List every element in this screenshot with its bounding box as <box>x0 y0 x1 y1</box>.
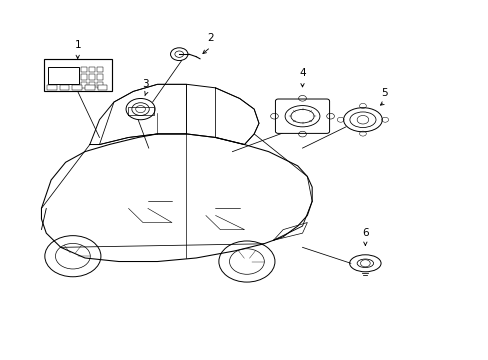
Bar <box>48 67 79 84</box>
Bar <box>44 59 111 91</box>
Text: 1: 1 <box>74 40 81 50</box>
Text: 5: 5 <box>381 88 387 98</box>
FancyBboxPatch shape <box>275 99 329 134</box>
Bar <box>81 82 87 88</box>
Bar <box>89 67 95 72</box>
Bar <box>81 75 87 80</box>
Bar <box>96 82 102 88</box>
Bar <box>89 82 95 88</box>
Bar <box>81 67 87 72</box>
Bar <box>60 85 69 90</box>
Text: 2: 2 <box>207 33 214 43</box>
Text: 3: 3 <box>142 79 149 89</box>
Bar <box>89 75 95 80</box>
Bar <box>72 85 82 90</box>
Text: 4: 4 <box>299 68 305 78</box>
Bar <box>96 75 102 80</box>
Text: 6: 6 <box>361 228 368 238</box>
Bar <box>96 67 102 72</box>
Bar <box>85 85 95 90</box>
Bar <box>97 85 107 90</box>
Bar <box>47 85 57 90</box>
